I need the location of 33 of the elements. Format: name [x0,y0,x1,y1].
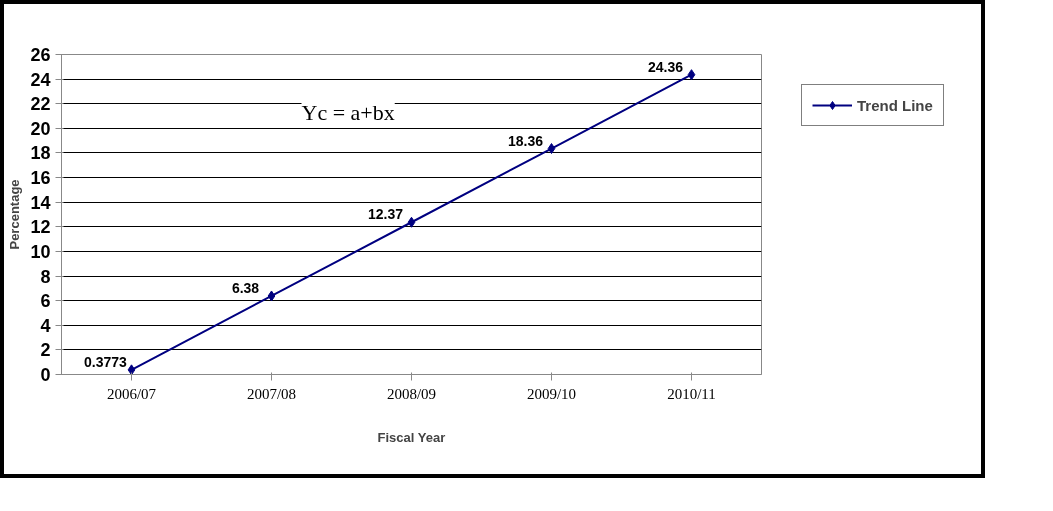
point [127,364,136,375]
y-tick-label: 18 [30,143,51,164]
y-tick-label: 24 [30,69,51,90]
y-tick-label: 20 [30,118,51,139]
point [687,69,696,81]
y-tick-label: 16 [30,168,51,189]
y-tick-label: 26 [30,45,51,65]
x-tick-label: 2007/08 [246,385,297,402]
annotation: Yc = a+bx [301,99,395,125]
y-tick-label: 2 [40,340,51,361]
legend-label: Trend Line [857,96,933,114]
x-tick-label: 2009/10 [526,385,577,402]
data-label: 12.37 [367,206,404,223]
y-tick-label: 22 [30,94,51,115]
data-label: 0.3773 [84,353,128,370]
y-tick-label: 14 [30,192,51,213]
x-tick-label: 2010/11 [667,385,716,402]
data-label: 18.36 [507,132,544,149]
point [267,290,276,302]
point [407,216,416,228]
x-tick-label: 2006/07 [106,385,157,402]
y-axis-title: Percentage [7,179,23,250]
y-tick-label: 4 [40,315,51,336]
x-axis-title: Fiscal Year [377,429,446,445]
y-tick-label: 0 [40,365,51,385]
y-tick-label: 10 [30,241,51,262]
y-tick-label: 8 [40,266,51,287]
point [547,143,556,155]
y-tick-label: 6 [40,291,51,312]
x-tick-label: 2008/09 [386,385,437,402]
y-tick-label: 12 [30,217,51,238]
data-label: 6.38 [231,279,260,296]
data-label: 24.36 [647,58,684,75]
